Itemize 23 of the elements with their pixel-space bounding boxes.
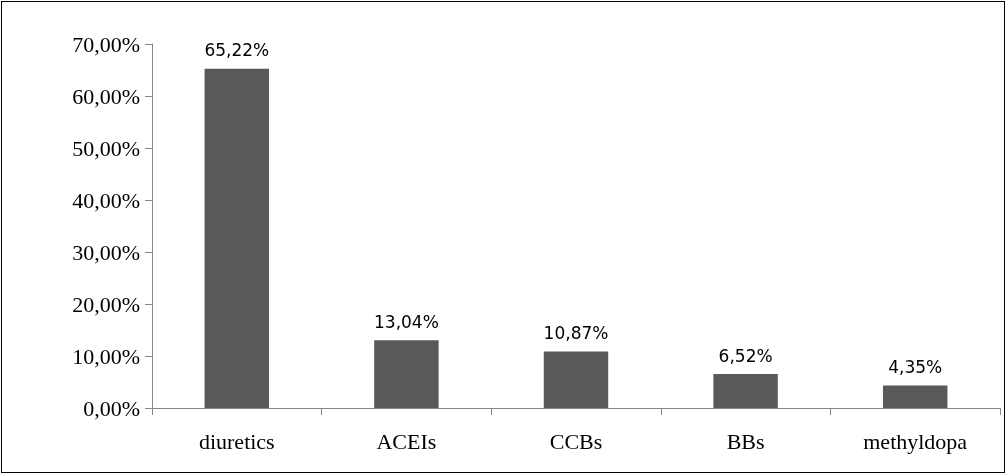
bar [204,68,270,408]
bar [374,340,439,408]
y-tick-label: 60,00% [72,83,140,109]
bar [713,374,778,408]
y-tick-label: 30,00% [72,239,140,265]
y-tick-label: 50,00% [72,135,140,161]
bar [543,351,609,408]
x-tick-label: CCBs [549,428,603,454]
x-tick-label: ACEIs [376,428,437,454]
y-tick-label: 10,00% [72,343,140,369]
x-tick-label: BBs [726,428,765,454]
y-tick-label: 20,00% [72,291,140,317]
x-tick-label: diuretics [198,428,275,454]
y-tick-label: 0,00% [83,395,140,421]
data-label: 6,52% [718,345,773,366]
bar [882,385,948,408]
y-tick-label: 40,00% [72,187,140,213]
x-tick-label: methyldopa [863,428,968,454]
data-label: 4,35% [888,356,943,377]
data-label: 10,87% [543,322,609,343]
data-label: 13,04% [373,311,439,332]
data-label: 65,22% [204,40,270,61]
y-tick-label: 70,00% [72,31,140,57]
